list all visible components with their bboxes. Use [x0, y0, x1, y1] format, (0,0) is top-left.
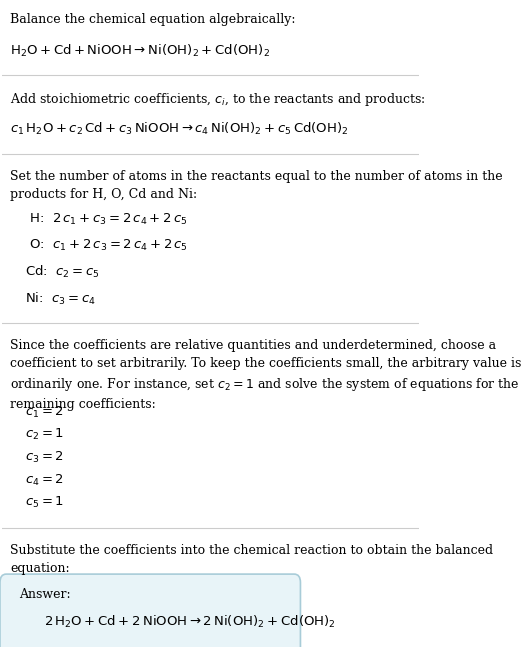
Text: Set the number of atoms in the reactants equal to the number of atoms in the
pro: Set the number of atoms in the reactants… — [11, 170, 503, 201]
Text: Add stoichiometric coefficients, $c_i$, to the reactants and products:: Add stoichiometric coefficients, $c_i$, … — [11, 91, 426, 108]
FancyBboxPatch shape — [0, 574, 300, 647]
Text: Balance the chemical equation algebraically:: Balance the chemical equation algebraica… — [11, 13, 296, 26]
Text: O:  $c_1 + 2\,c_3 = 2\,c_4 + 2\,c_5$: O: $c_1 + 2\,c_3 = 2\,c_4 + 2\,c_5$ — [25, 238, 188, 254]
Text: Answer:: Answer: — [19, 588, 70, 601]
Text: $c_3 = 2$: $c_3 = 2$ — [25, 450, 64, 465]
Text: $c_5 = 1$: $c_5 = 1$ — [25, 495, 64, 510]
Text: Since the coefficients are relative quantities and underdetermined, choose a
coe: Since the coefficients are relative quan… — [11, 339, 522, 411]
Text: $c_4 = 2$: $c_4 = 2$ — [25, 472, 64, 488]
Text: Substitute the coefficients into the chemical reaction to obtain the balanced
eq: Substitute the coefficients into the che… — [11, 544, 494, 575]
Text: $\mathrm{2\,H_2O + Cd + 2\,NiOOH} \rightarrow \mathrm{2\,Ni(OH)_2 + Cd(OH)_2}$: $\mathrm{2\,H_2O + Cd + 2\,NiOOH} \right… — [44, 614, 335, 630]
Text: $\mathrm{H_2O + Cd + NiOOH} \rightarrow \mathrm{Ni(OH)_2 + Cd(OH)_2}$: $\mathrm{H_2O + Cd + NiOOH} \rightarrow … — [11, 43, 270, 59]
Text: H:  $2\,c_1 + c_3 = 2\,c_4 + 2\,c_5$: H: $2\,c_1 + c_3 = 2\,c_4 + 2\,c_5$ — [25, 212, 187, 227]
Text: $c_1\,\mathrm{H_2O} + c_2\,\mathrm{Cd} + c_3\,\mathrm{NiOOH} \rightarrow c_4\,\m: $c_1\,\mathrm{H_2O} + c_2\,\mathrm{Cd} +… — [11, 121, 349, 137]
Text: Cd:  $c_2 = c_5$: Cd: $c_2 = c_5$ — [25, 265, 99, 280]
Text: Ni:  $c_3 = c_4$: Ni: $c_3 = c_4$ — [25, 291, 96, 307]
Text: $c_2 = 1$: $c_2 = 1$ — [25, 427, 64, 443]
Text: $c_1 = 2$: $c_1 = 2$ — [25, 404, 64, 419]
